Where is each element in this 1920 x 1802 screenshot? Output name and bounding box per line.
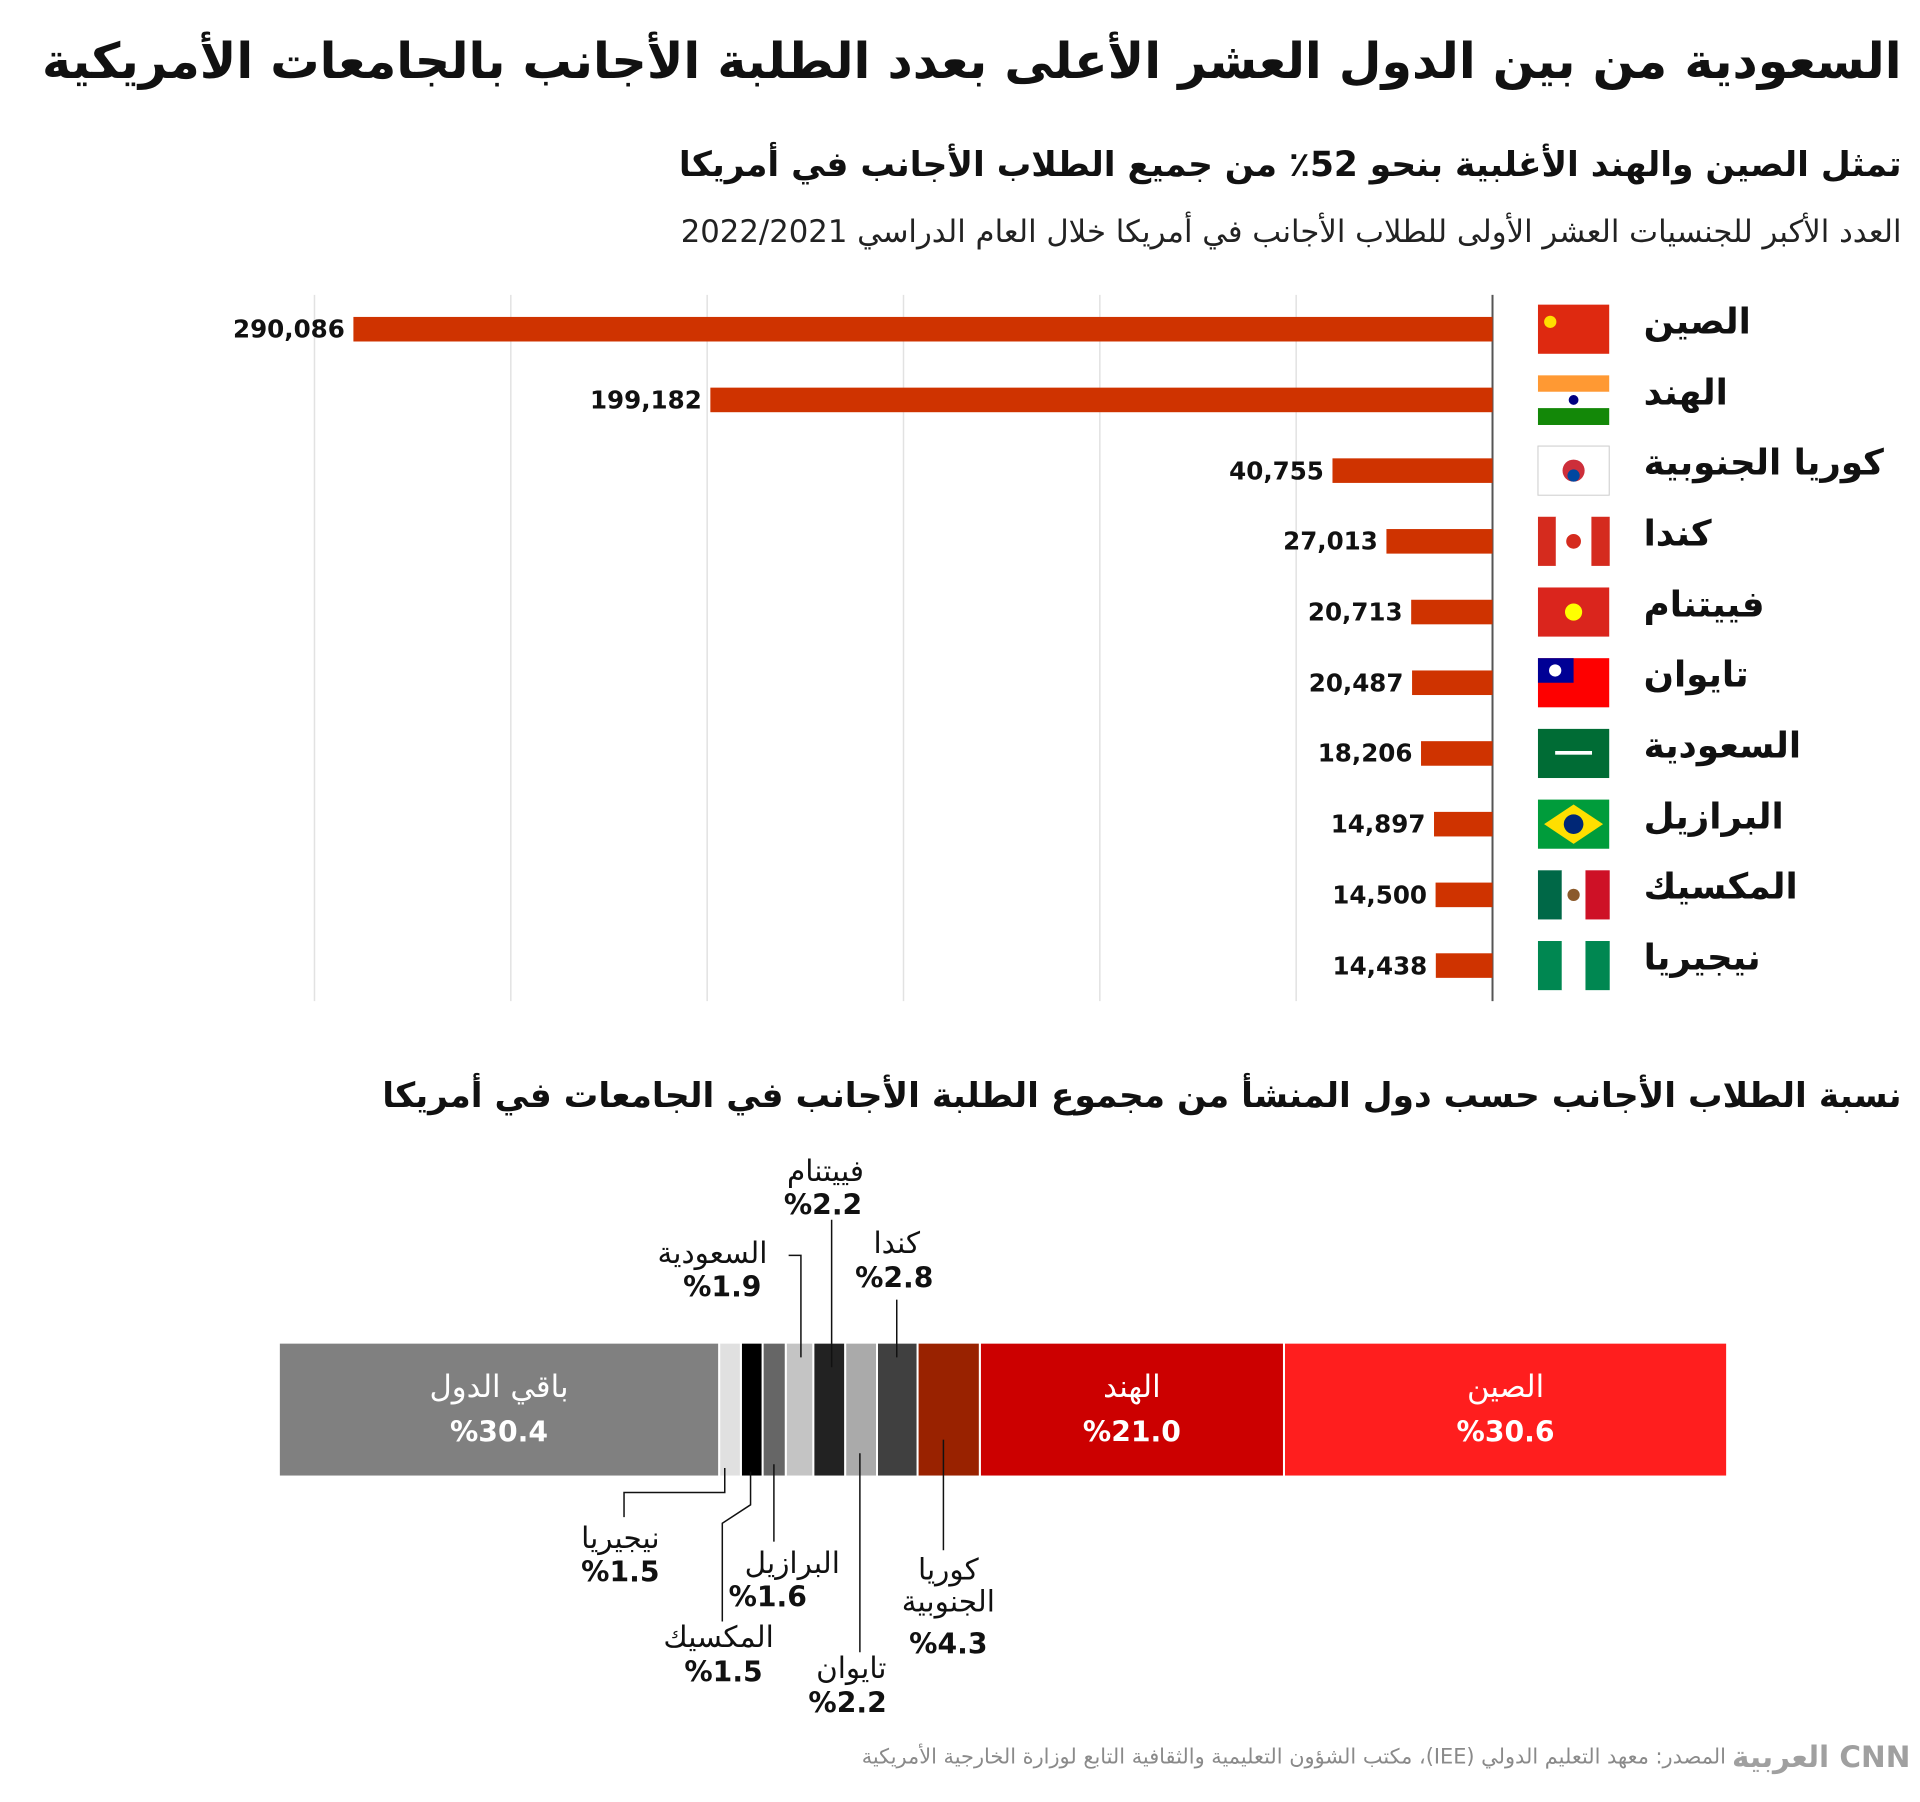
flag <box>1564 603 1583 621</box>
chart-title: تمثل الصين والهند الأغلبية بنحو 52٪ من ج… <box>678 144 1902 185</box>
bar <box>1434 811 1493 837</box>
annotation-value: %2.8 <box>855 1261 934 1294</box>
segment <box>277 1341 721 1478</box>
segment <box>718 1341 742 1478</box>
chart-title: نسبة الطلاب الأجانب حسب دول المنشأ من مج… <box>382 1076 1902 1117</box>
segment <box>761 1341 787 1478</box>
chart-subtitle: العدد الأكبر للجنسيات العشر الأولى للطلا… <box>680 214 1902 251</box>
flag <box>1537 304 1610 354</box>
category-label: الصين <box>1643 301 1751 343</box>
annotation-label: السعودية <box>657 1235 768 1270</box>
bar <box>1412 670 1493 696</box>
segment <box>844 1341 878 1478</box>
bar <box>1421 741 1493 766</box>
page-title: السعودية من بين الدول العشر الأعلى بعدد … <box>41 32 1902 91</box>
segment-label: الصين <box>1466 1369 1545 1406</box>
flag <box>1544 315 1557 328</box>
value-label: 20,713 <box>1307 597 1403 627</box>
annotation-value: %1.9 <box>683 1270 762 1304</box>
annotation-value: %2.2 <box>808 1686 887 1720</box>
bar <box>1411 599 1493 625</box>
value-label: 14,897 <box>1330 809 1426 839</box>
segment <box>978 1341 1285 1478</box>
flag <box>1567 469 1580 482</box>
flag <box>1568 395 1579 405</box>
category-label: كوريا الجنوبية <box>1643 442 1884 484</box>
annotation-label: البرازيل <box>744 1545 840 1580</box>
flag <box>1563 814 1584 834</box>
flag <box>1591 516 1610 566</box>
segment <box>739 1341 764 1478</box>
leader-line <box>788 1254 802 1358</box>
flag <box>1561 941 1586 991</box>
flag <box>1537 375 1610 393</box>
segment <box>1282 1341 1729 1478</box>
annotation-value: %2.2 <box>783 1188 863 1222</box>
annotation-label: فييتنام <box>787 1153 864 1188</box>
category-label: تايوان <box>1643 654 1749 696</box>
category-label: فييتنام <box>1643 584 1765 626</box>
source: المصدر: معهد التعليم الدولي (IEE)، مكتب … <box>861 1744 1726 1769</box>
flag <box>1585 870 1610 920</box>
segment-label: الهند <box>1103 1369 1161 1406</box>
bar <box>1435 882 1493 908</box>
annotation-label: كوريا الجنوبية <box>901 1552 995 1619</box>
segment-value: %30.4 <box>449 1415 548 1449</box>
value-label: 290,086 <box>233 314 345 344</box>
flag <box>1549 664 1562 677</box>
flag <box>1567 888 1580 902</box>
category-label: كندا <box>1643 513 1712 555</box>
segment <box>784 1341 815 1478</box>
segment-label: باقي الدول <box>429 1369 569 1406</box>
flag <box>1537 516 1557 566</box>
value-label: 27,013 <box>1283 526 1378 556</box>
value-label: 14,500 <box>1332 880 1427 910</box>
flag <box>1537 408 1610 425</box>
value-label: 18,206 <box>1317 738 1413 768</box>
bar <box>1332 458 1493 483</box>
category-label: السعودية <box>1643 725 1802 767</box>
value-label: 199,182 <box>589 385 702 415</box>
segment-value: %21.0 <box>1082 1415 1181 1449</box>
annotation-label: تايوان <box>816 1650 887 1685</box>
segment-value: %30.6 <box>1456 1415 1555 1449</box>
flag <box>1537 941 1563 991</box>
bar <box>1386 529 1493 554</box>
flag <box>1537 870 1563 920</box>
flag <box>1566 533 1581 549</box>
value-label: 40,755 <box>1229 456 1324 486</box>
category-label: البرازيل <box>1643 796 1784 838</box>
annotation-value: %1.5 <box>581 1555 660 1589</box>
category-label: المكسيك <box>1643 866 1798 908</box>
value-label: 20,487 <box>1308 668 1404 698</box>
logo: العربية CNN <box>1732 1739 1911 1774</box>
segment <box>812 1341 847 1478</box>
annotation-value: %1.6 <box>728 1580 807 1614</box>
value-label: 14,438 <box>1332 951 1428 981</box>
bar <box>1435 953 1493 978</box>
category-label: نيجيريا <box>1643 937 1761 979</box>
bar <box>710 387 1493 413</box>
segment <box>875 1341 919 1478</box>
bar <box>353 316 1493 342</box>
flag <box>1585 941 1610 991</box>
annotation-value: %1.5 <box>684 1655 763 1689</box>
segment <box>916 1341 981 1478</box>
category-label: الهند <box>1643 371 1728 413</box>
annotation-value: %4.3 <box>909 1627 988 1661</box>
annotation-label: كندا <box>873 1225 921 1260</box>
annotation-label: المكسيك <box>663 1620 774 1655</box>
leader-line <box>623 1467 726 1518</box>
annotation-label: نيجيريا <box>581 1520 660 1555</box>
flag <box>1555 750 1593 755</box>
leader-line <box>721 1471 752 1622</box>
